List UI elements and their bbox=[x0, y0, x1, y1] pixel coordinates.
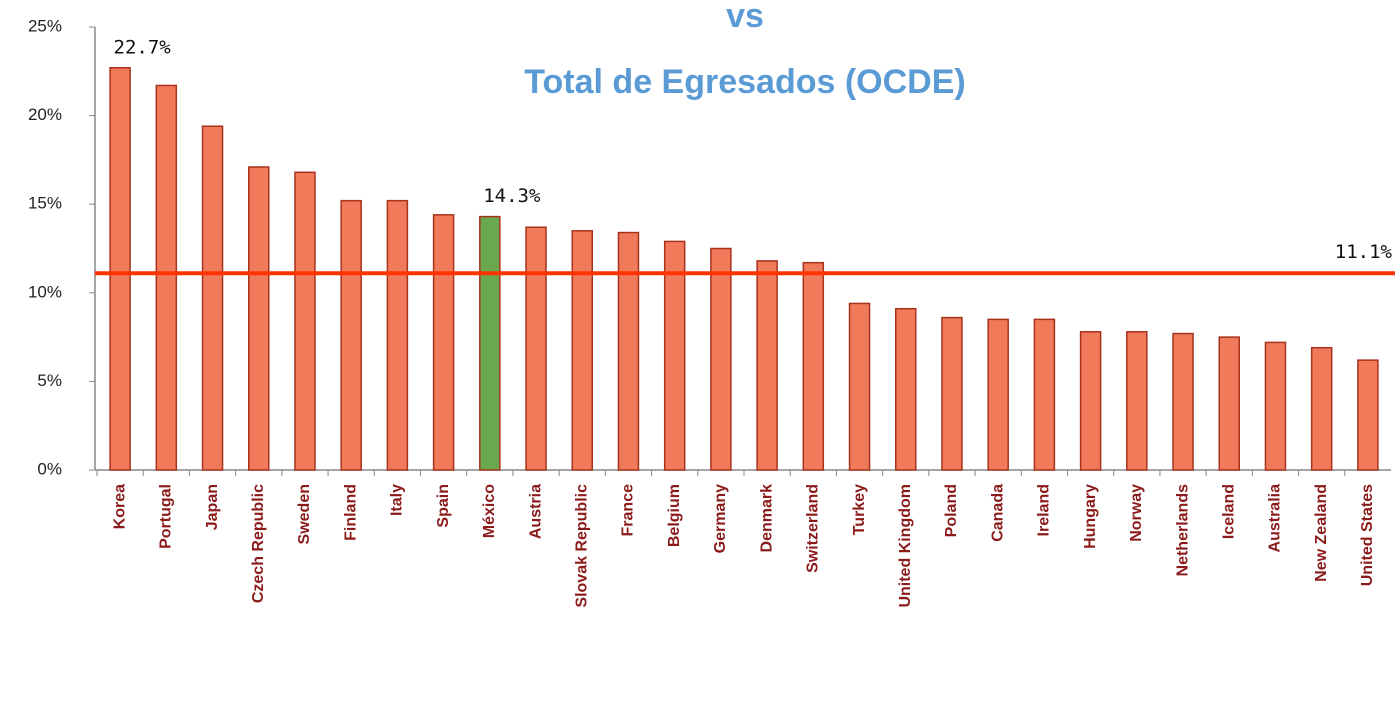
y-tick-label: 10% bbox=[28, 282, 62, 301]
bar bbox=[1264, 341, 1287, 471]
x-tick-label: Slovak Republic bbox=[573, 484, 590, 608]
x-tick-label: Korea bbox=[111, 484, 128, 529]
bar bbox=[895, 307, 917, 471]
bar bbox=[294, 171, 316, 471]
x-tick-label: Turkey bbox=[851, 484, 868, 535]
x-tick-label: Netherlands bbox=[1174, 484, 1191, 577]
y-tick-label: 15% bbox=[28, 194, 62, 213]
bar bbox=[201, 125, 224, 471]
bar bbox=[109, 67, 131, 471]
bar bbox=[1310, 346, 1333, 471]
x-tick-label: Finland bbox=[342, 484, 359, 541]
y-tick-label: 25% bbox=[28, 16, 62, 35]
bar bbox=[525, 226, 547, 471]
bar bbox=[340, 199, 362, 471]
bar bbox=[1079, 331, 1102, 471]
bar bbox=[756, 260, 778, 471]
x-tick-label: Norway bbox=[1128, 484, 1145, 542]
x-tick-label: Poland bbox=[943, 484, 960, 537]
bar bbox=[248, 166, 270, 471]
x-tick-label: Austria bbox=[527, 484, 544, 539]
bar bbox=[571, 230, 593, 471]
bar bbox=[1357, 359, 1379, 471]
bar bbox=[432, 214, 455, 471]
data-label: 14.3% bbox=[483, 185, 541, 207]
y-tick-label: 20% bbox=[28, 105, 62, 124]
bar bbox=[1033, 318, 1056, 471]
bar bbox=[941, 316, 963, 471]
y-tick-label: 5% bbox=[37, 371, 62, 390]
x-tick-label: Ireland bbox=[1036, 484, 1053, 536]
bar bbox=[987, 318, 1009, 471]
x-tick-label: Sweden bbox=[296, 484, 313, 544]
bar bbox=[663, 240, 686, 471]
bar bbox=[848, 302, 871, 471]
x-tick-label: Spain bbox=[435, 484, 452, 528]
x-tick-label: Portugal bbox=[158, 484, 175, 549]
x-tick-label: Japan bbox=[204, 484, 221, 530]
x-tick-label: México bbox=[481, 484, 498, 538]
bar bbox=[710, 247, 732, 471]
chart-title: vs bbox=[726, 0, 764, 35]
chart-title: Total de Egresados (OCDE) bbox=[524, 63, 965, 101]
bar bbox=[155, 84, 178, 471]
x-tick-label: Australia bbox=[1267, 484, 1284, 553]
bar bbox=[802, 261, 825, 471]
x-tick-label: United States bbox=[1359, 484, 1376, 586]
x-tick-label: Germany bbox=[712, 484, 729, 553]
x-tick-label: Iceland bbox=[1220, 484, 1237, 539]
data-label: 22.7% bbox=[114, 36, 172, 58]
bar bbox=[617, 231, 640, 471]
bar bbox=[1126, 331, 1148, 471]
x-tick-label: Hungary bbox=[1082, 484, 1099, 549]
x-tick-label: United Kingdom bbox=[897, 484, 914, 608]
bar bbox=[479, 215, 501, 471]
x-tick-label: Denmark bbox=[758, 484, 775, 553]
y-tick-label: 0% bbox=[37, 459, 62, 478]
bar bbox=[386, 199, 409, 471]
x-tick-label: Belgium bbox=[666, 484, 683, 547]
x-tick-label: New Zealand bbox=[1313, 484, 1330, 582]
x-tick-label: Switzerland bbox=[805, 484, 822, 573]
x-tick-label: Canada bbox=[989, 484, 1006, 542]
reference-label: 11.1% bbox=[1335, 241, 1393, 263]
x-tick-label: Czech Republic bbox=[250, 484, 267, 603]
x-tick-label: France bbox=[620, 484, 637, 537]
x-tick-label: Italy bbox=[389, 484, 406, 516]
bar bbox=[1172, 332, 1194, 471]
bar bbox=[1218, 336, 1240, 471]
